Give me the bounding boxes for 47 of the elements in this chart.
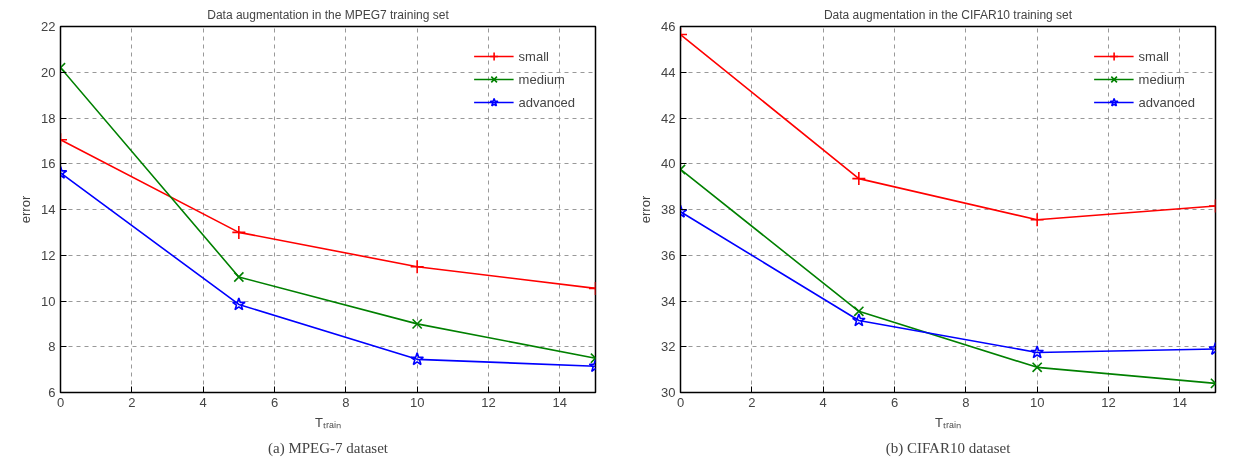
y-tick-label: 18 (41, 110, 56, 126)
x-tick-label: 6 (890, 394, 899, 410)
y-tick-label: 14 (41, 202, 56, 217)
chart-title: Data augmentation in the CIFAR10 training set (823, 7, 1073, 22)
y-tick-label: 36 (661, 247, 676, 263)
x-tick-label: 8 (342, 394, 350, 410)
x-tick-label: 10 (409, 394, 425, 410)
legend-label: medium (1138, 71, 1185, 87)
x-tick-label: 0 (676, 394, 685, 410)
legend-label: small (1138, 48, 1169, 64)
y-tick-label: 44 (661, 64, 676, 80)
y-tick-label: 32 (661, 339, 676, 355)
x-tick-label: 8 (962, 394, 970, 410)
x-tick-label: 2 (748, 394, 756, 410)
x-tick-label: 10 (1029, 394, 1045, 410)
x-tick-label: 2 (128, 394, 136, 410)
legend-label: medium (518, 71, 565, 87)
x-tick-label: 12 (1101, 394, 1116, 410)
x-tick-label: 6 (270, 394, 279, 410)
y-tick-label: 40 (661, 156, 676, 172)
legend-label: advanced (518, 94, 575, 110)
chart-title: Data augmentation in the MPEG7 training set (207, 7, 450, 22)
y-tick-label: 22 (41, 19, 56, 34)
y-axis-title: error (18, 195, 34, 224)
text: (a) MPEG-7 dataset (268, 439, 389, 457)
y-tick-label: 30 (661, 385, 676, 400)
x-tick-label: 0 (56, 394, 65, 410)
legend-label: small (518, 48, 549, 64)
x-axis-title: Tₜᵣₐᵢₙ (315, 414, 341, 430)
y-axis-title: error (638, 195, 654, 224)
y-tick-label: 20 (41, 64, 56, 80)
x-tick-label: 4 (819, 394, 827, 410)
y-tick-label: 16 (41, 156, 56, 172)
y-tick-label: 38 (661, 202, 676, 217)
x-tick-label: 12 (481, 394, 496, 410)
y-tick-label: 12 (41, 247, 56, 263)
y-tick-label: 46 (661, 19, 676, 34)
x-tick-label: 14 (552, 394, 568, 410)
legend-label: advanced (1138, 94, 1195, 110)
x-tick-label: 14 (1172, 394, 1188, 410)
y-tick-label: 34 (661, 293, 676, 309)
x-tick-label: 4 (199, 394, 207, 410)
text: (b) CIFAR10 dataset (885, 439, 1012, 457)
y-tick-label: 42 (661, 110, 676, 126)
y-tick-label: 8 (48, 339, 56, 355)
y-tick-label: 10 (41, 293, 56, 309)
x-axis-title: Tₜᵣₐᵢₙ (935, 414, 961, 430)
